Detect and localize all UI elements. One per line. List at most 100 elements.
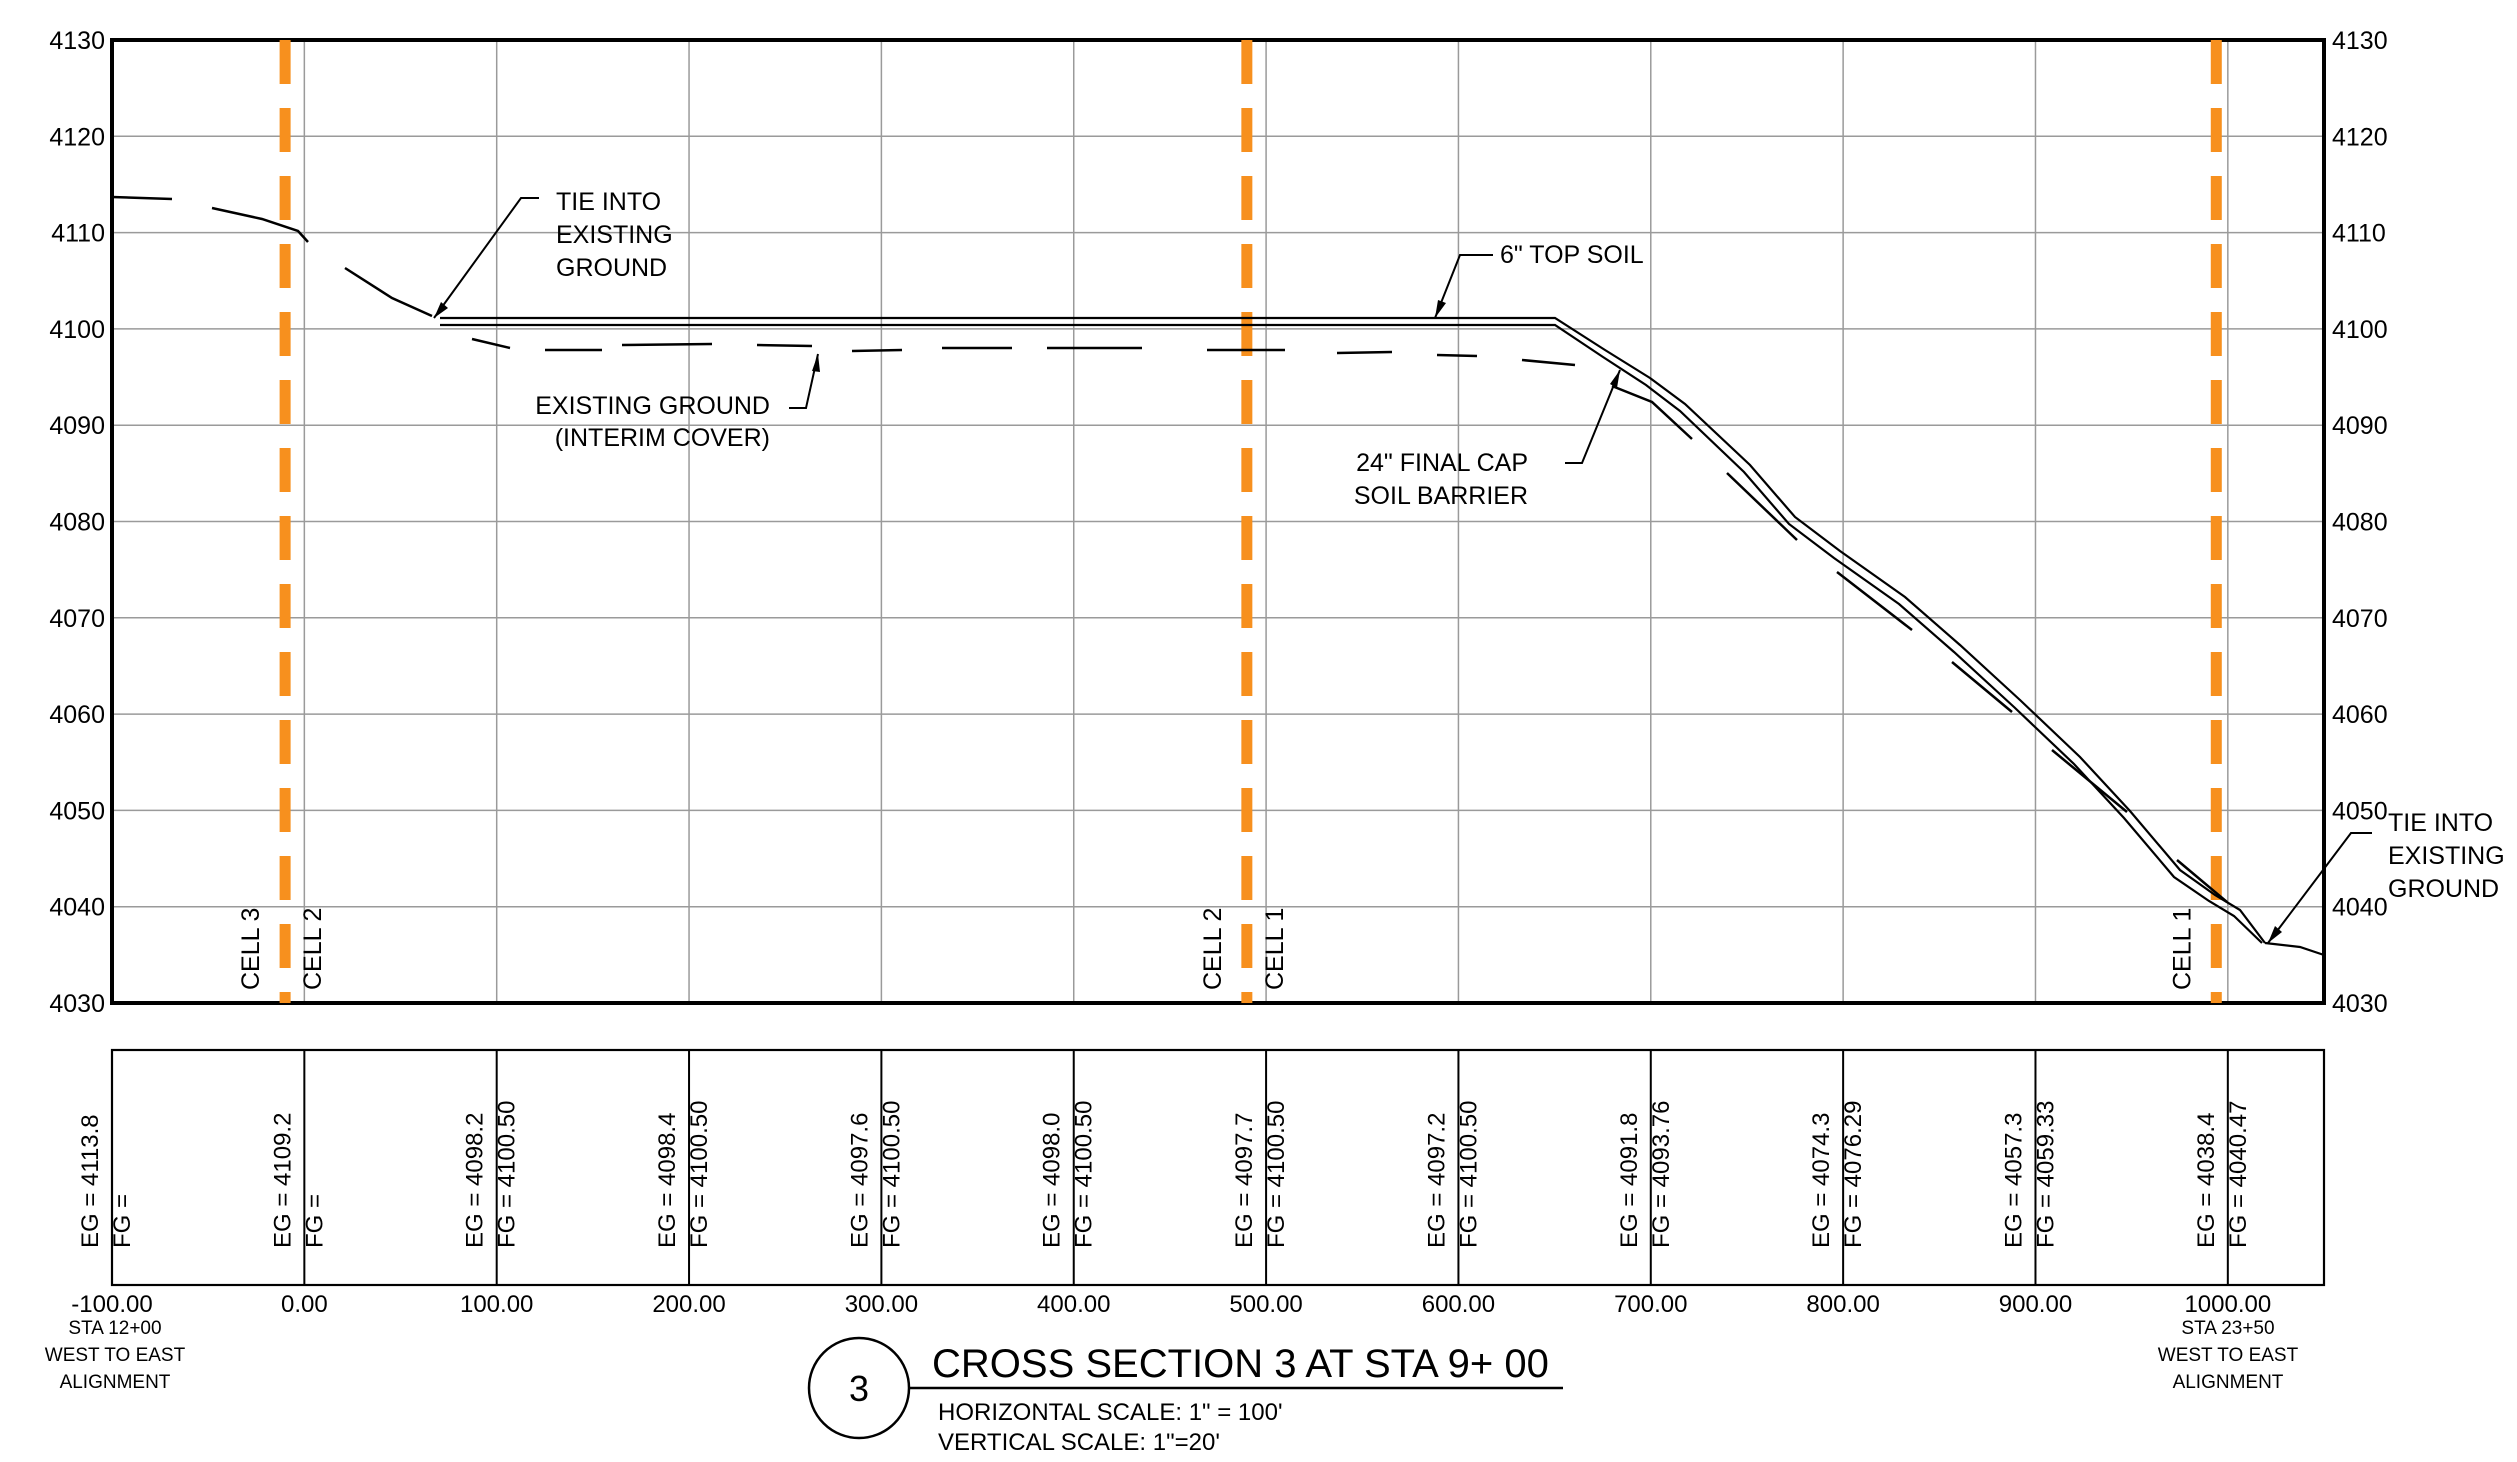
station-note-left-line3: ALIGNMENT xyxy=(60,1372,171,1393)
table-fg-value: FG = 4100.50 xyxy=(1455,1101,1482,1248)
station-label: 600.00 xyxy=(1422,1291,1495,1318)
callout-tie-right-line2: EXISTING xyxy=(2388,842,2505,870)
callout-tie-left-line2: EXISTING xyxy=(556,221,673,249)
cell-boundaries: CELL 3 CELL 2 CELL 2 CELL 1 CELL 1 xyxy=(237,40,2222,1003)
y-tick-label-right: 4120 xyxy=(2332,123,2388,151)
y-tick-label-left: 4080 xyxy=(49,509,105,537)
section-title: CROSS SECTION 3 AT STA 9+ 00 xyxy=(932,1342,1549,1386)
table-eg-value: EG = 4113.8 xyxy=(77,1114,104,1248)
callout-final-cap-line2: SOIL BARRIER xyxy=(1354,482,1528,510)
station-label: 0.00 xyxy=(281,1291,328,1318)
section-number: 3 xyxy=(849,1368,869,1409)
y-tick-label-right: 4090 xyxy=(2332,412,2388,440)
station-label: 300.00 xyxy=(845,1291,918,1318)
station-label: 700.00 xyxy=(1614,1291,1687,1318)
existing-ground-line xyxy=(111,195,2228,903)
table-eg-value: EG = 4097.2 xyxy=(1423,1113,1450,1248)
y-axis-right: 4130 4120 4110 4100 4090 4080 4070 4060 4050 4040… xyxy=(2332,27,2388,1018)
y-tick-label-left: 4110 xyxy=(51,220,105,248)
cell-label-right: CELL 2 xyxy=(299,908,327,990)
table-eg-value: EG = 4074.3 xyxy=(1808,1113,1835,1248)
callout-tie-left: TIE INTO EXISTING GROUND xyxy=(433,188,673,319)
y-tick-label-right: 4130 xyxy=(2332,27,2388,55)
callout-tie-right: TIE INTO EXISTING GROUND xyxy=(2267,800,2505,944)
y-tick-label-left: 4040 xyxy=(49,894,105,922)
station-label: 900.00 xyxy=(1999,1291,2072,1318)
table-eg-value: EG = 4097.6 xyxy=(846,1113,873,1248)
cell-label-left: CELL 2 xyxy=(1199,908,1227,990)
y-tick-label-left: 4060 xyxy=(49,701,105,729)
y-tick-label-left: 4030 xyxy=(49,990,105,1018)
y-tick-label-right: 4100 xyxy=(2332,316,2388,344)
table-fg-value: FG = 4100.50 xyxy=(686,1101,713,1248)
callout-tie-left-line1: TIE INTO xyxy=(556,188,661,216)
station-label: 200.00 xyxy=(652,1291,725,1318)
station-label: 500.00 xyxy=(1229,1291,1302,1318)
plot-grid xyxy=(112,40,2324,1003)
table-fg-value: FG = xyxy=(109,1194,136,1248)
cell-label-left: CELL 1 xyxy=(2168,908,2196,990)
station-note-left-line2: WEST TO EAST xyxy=(45,1345,186,1366)
station-label: 400.00 xyxy=(1037,1291,1110,1318)
table-eg-value: EG = 4038.4 xyxy=(2193,1113,2220,1248)
table-fg-value: FG = 4100.50 xyxy=(1263,1101,1290,1248)
y-tick-label-left: 4050 xyxy=(49,797,105,825)
y-tick-label-right: 4040 xyxy=(2332,894,2388,922)
plot-frame xyxy=(110,38,2326,1005)
station-note-right-line1: STA 23+50 xyxy=(2181,1318,2274,1339)
horizontal-scale: HORIZONTAL SCALE: 1" = 100' xyxy=(938,1399,1283,1426)
table-fg-value: FG = 4093.76 xyxy=(1648,1101,1675,1248)
table-fg-value: FG = 4100.50 xyxy=(1071,1101,1098,1248)
vertical-scale: VERTICAL SCALE: 1"=20' xyxy=(938,1429,1220,1456)
callout-final-cap: 24" FINAL CAP SOIL BARRIER xyxy=(1354,369,1621,510)
station-note-right-line3: ALIGNMENT xyxy=(2173,1372,2284,1393)
cell-label-right: CELL 1 xyxy=(1261,908,1289,990)
final-grade-line xyxy=(440,316,2325,957)
y-tick-label-right: 4060 xyxy=(2332,701,2388,729)
callout-existing-ground-line2: (INTERIM COVER) xyxy=(555,424,770,452)
station-label: 800.00 xyxy=(1806,1291,1879,1318)
station-label: 1000.00 xyxy=(2184,1291,2271,1318)
y-tick-label-left: 4090 xyxy=(49,412,105,440)
callout-top-soil-label: 6" TOP SOIL xyxy=(1500,241,1644,269)
y-tick-label-right: 4050 xyxy=(2332,797,2388,825)
callout-tie-right-line3: GROUND xyxy=(2388,875,2499,903)
table-fg-value: FG = xyxy=(301,1194,328,1248)
table-fg-value: FG = 4076.29 xyxy=(1840,1101,1867,1248)
table-eg-value: EG = 4109.2 xyxy=(269,1113,296,1248)
station-label: 100.00 xyxy=(460,1291,533,1318)
callout-existing-ground: EXISTING GROUND (INTERIM COVER) xyxy=(535,353,820,452)
y-tick-label-left: 4130 xyxy=(49,27,105,55)
y-tick-label-left: 4070 xyxy=(49,605,105,633)
callout-top-soil: 6" TOP SOIL xyxy=(1434,241,1644,319)
station-note-left-line1: STA 12+00 xyxy=(68,1318,161,1339)
table-eg-value: EG = 4098.2 xyxy=(462,1113,489,1248)
callout-final-cap-line1: 24" FINAL CAP xyxy=(1356,449,1528,477)
callout-tie-right-line1: TIE INTO xyxy=(2388,809,2493,837)
table-eg-value: EG = 4091.8 xyxy=(1616,1113,1643,1248)
table-eg-value: EG = 4097.7 xyxy=(1231,1113,1258,1248)
station-note-right-line2: WEST TO EAST xyxy=(2158,1345,2299,1366)
table-fg-value: FG = 4059.33 xyxy=(2032,1101,2059,1248)
callout-tie-left-line3: GROUND xyxy=(556,254,667,282)
y-tick-label-right: 4080 xyxy=(2332,509,2388,537)
table-eg-value: EG = 4098.4 xyxy=(654,1113,681,1248)
title-block: 3 CROSS SECTION 3 AT STA 9+ 00 HORIZONTA… xyxy=(807,1336,1563,1456)
table-fg-value: FG = 4100.50 xyxy=(494,1101,521,1248)
station-label: -100.00 xyxy=(71,1291,152,1318)
table-eg-value: EG = 4098.0 xyxy=(1039,1113,1066,1248)
callout-existing-ground-line1: EXISTING GROUND xyxy=(535,392,770,420)
cell-label-left: CELL 3 xyxy=(237,908,265,990)
table-eg-value: EG = 4057.3 xyxy=(2000,1113,2027,1248)
y-tick-label-right: 4110 xyxy=(2332,220,2386,248)
station-note-right: STA 23+50 WEST TO EAST ALIGNMENT xyxy=(2158,1318,2299,1393)
y-axis-left: 4130 4120 4110 4100 4090 4080 4070 4060 4050 4040… xyxy=(49,27,105,1018)
station-note-left: STA 12+00 WEST TO EAST ALIGNMENT xyxy=(45,1318,186,1393)
table-fg-value: FG = 4040.47 xyxy=(2225,1101,2252,1248)
y-tick-label-right: 4030 xyxy=(2332,990,2388,1018)
y-tick-label-right: 4070 xyxy=(2332,605,2388,633)
table-fg-value: FG = 4100.50 xyxy=(878,1101,905,1248)
y-tick-label-left: 4100 xyxy=(49,316,105,344)
